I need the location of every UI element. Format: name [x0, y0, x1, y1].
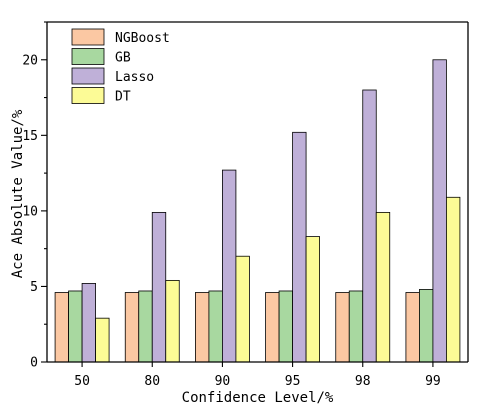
- y-tick-label: 15: [22, 129, 38, 144]
- bar-gb-90: [208, 290, 223, 363]
- legend-swatch-lasso: [71, 67, 105, 85]
- bar-lasso-80: [151, 211, 167, 363]
- axes-group: [46, 21, 469, 363]
- bar-lasso-95: [292, 131, 307, 363]
- x-ticks-group: 50 80 90 95 98 99: [74, 362, 441, 389]
- legend-label-gb: GB: [115, 51, 131, 66]
- bar-lasso-50: [81, 283, 96, 363]
- bar-gb-95: [278, 290, 293, 363]
- x-tick-label: 90: [215, 374, 231, 389]
- bar-dt-95: [305, 236, 320, 363]
- bar-ngboost-98: [335, 292, 350, 363]
- bar-gb-98: [348, 290, 364, 363]
- bar-dt-50: [95, 317, 110, 363]
- x-tick-label: 95: [285, 374, 301, 389]
- y-tick-label: 20: [22, 53, 38, 68]
- bar-dt-99: [446, 196, 461, 363]
- x-tick-label: 50: [74, 374, 90, 389]
- y-axis-title: Ace Absolute Value/%: [10, 109, 26, 278]
- y-ticks-group: 0 5 10 15 20: [22, 21, 47, 371]
- bars-group: [54, 59, 461, 363]
- legend-swatch-dt: [71, 87, 105, 104]
- bar-dt-98: [375, 211, 391, 363]
- legend-label-ngboost: NGBoost: [115, 31, 170, 46]
- y-tick-label: 0: [30, 356, 38, 371]
- legend: NGBoost GB Lasso DT: [71, 28, 170, 105]
- y-tick-label: 10: [22, 204, 38, 219]
- bar-ngboost-95: [265, 292, 280, 363]
- bar-gb-80: [138, 290, 153, 363]
- x-tick-label: 98: [355, 374, 371, 389]
- legend-label-dt: DT: [115, 90, 131, 105]
- x-tick-label: 99: [425, 374, 441, 389]
- bar-lasso-98: [362, 89, 377, 363]
- bar-ngboost-90: [195, 292, 210, 363]
- bar-lasso-90: [222, 169, 237, 363]
- x-axis-title: Confidence Level/%: [182, 390, 334, 406]
- bar-dt-80: [165, 279, 180, 363]
- legend-label-lasso: Lasso: [115, 70, 154, 85]
- bar-gb-50: [68, 290, 83, 363]
- bar-lasso-99: [432, 59, 447, 363]
- legend-swatch-gb: [71, 48, 105, 65]
- bar-ngboost-99: [405, 292, 420, 363]
- legend-swatch-ngboost: [71, 28, 105, 46]
- bar-ngboost-80: [124, 292, 140, 363]
- bar-dt-90: [235, 255, 250, 363]
- x-tick-label: 80: [144, 374, 160, 389]
- bar-ngboost-50: [54, 292, 69, 363]
- bar-gb-99: [419, 289, 434, 363]
- y-tick-label: 5: [30, 280, 38, 295]
